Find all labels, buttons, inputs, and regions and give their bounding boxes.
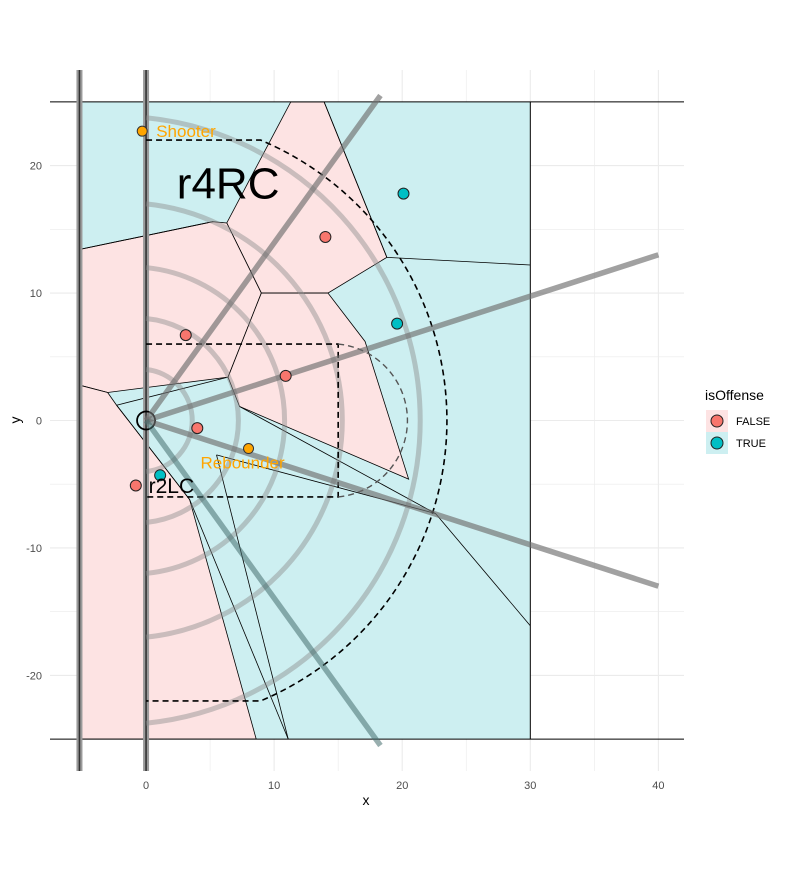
axes: 0 10 20 30 40 -20 -10 0 10 20: [26, 161, 664, 792]
rim: [136, 410, 156, 431]
player-point: [319, 230, 332, 243]
distance-ring: [145, 201, 345, 640]
player-point: [129, 479, 142, 492]
legend-label-false: FALSE: [736, 416, 770, 428]
angle-rays: [143, 93, 660, 748]
player-point: [179, 329, 192, 342]
x-tick-label: 20: [396, 780, 408, 792]
player-point: [154, 469, 167, 482]
player-point: [397, 187, 410, 200]
voronoi-edge: [216, 454, 289, 740]
legend: isOffense FALSE TRUE: [705, 387, 770, 454]
player-point: [191, 422, 204, 435]
free-throw-circle: [338, 343, 409, 498]
highlight-label: Rebounder: [201, 454, 285, 473]
plot-panel: Shooter Rebounder r4RC r2LC: [50, 70, 684, 771]
voronoi-edge: [116, 376, 229, 406]
x-tick-label: 10: [268, 780, 280, 792]
y-tick-label: 0: [36, 416, 42, 428]
legend-dot-false: [710, 414, 724, 428]
paint-box: [146, 343, 339, 498]
voronoi-edge: [239, 406, 436, 514]
x-tick-label: 30: [524, 780, 536, 792]
distance-ring: [145, 367, 195, 474]
y-tick-label: 20: [30, 161, 42, 173]
annotations: Shooter Rebounder r4RC r2LC: [149, 122, 285, 498]
highlighted-player-point: [243, 443, 255, 455]
highlighted-player-point: [136, 125, 148, 137]
y-tick-label: -10: [26, 543, 42, 555]
highlight-label: Shooter: [156, 122, 216, 141]
angle-ray: [145, 252, 660, 424]
y-axis-title: y: [7, 417, 23, 424]
player-point: [279, 369, 292, 382]
legend-item-true: TRUE: [706, 432, 766, 454]
zone-annotation: r2LC: [149, 475, 195, 498]
player-point: [391, 317, 404, 330]
voronoi-edge: [189, 499, 289, 740]
angle-ray: [143, 93, 383, 423]
angle-ray: [145, 417, 660, 589]
voronoi-edge: [435, 513, 531, 626]
voronoi-edge: [116, 404, 190, 500]
voronoi-edge: [323, 101, 388, 258]
x-tick-label: 40: [652, 780, 664, 792]
player-points: [129, 125, 410, 492]
zone-annotation: r4RC: [177, 160, 280, 209]
distance-ring: [145, 265, 288, 576]
legend-item-false: FALSE: [706, 410, 770, 432]
legend-title: isOffense: [705, 387, 764, 403]
legend-dot-true: [710, 436, 724, 450]
voronoi-edge: [386, 256, 531, 266]
y-tick-label: 10: [30, 288, 42, 300]
distance-ring: [145, 115, 423, 726]
three-point-line: [146, 139, 448, 702]
x-tick-label: 0: [143, 780, 149, 792]
angle-ray: [143, 418, 383, 748]
y-tick-label: -20: [26, 670, 42, 682]
legend-label-true: TRUE: [736, 438, 766, 450]
x-axis-title: x: [363, 792, 370, 808]
